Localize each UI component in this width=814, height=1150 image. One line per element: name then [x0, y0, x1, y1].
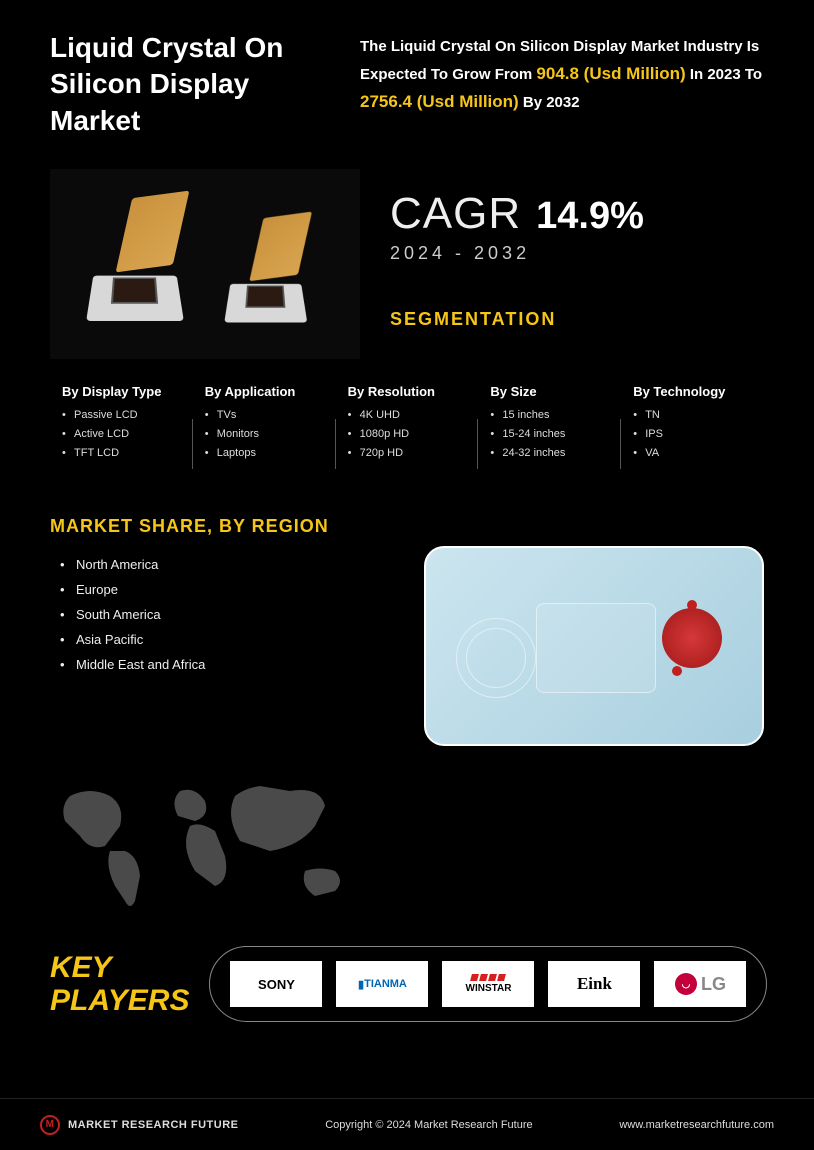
segment-title: By Technology [633, 384, 752, 399]
region-heading: MARKET SHARE, BY REGION [50, 516, 394, 537]
segment-title: By Display Type [62, 384, 181, 399]
logo-sony: SONY [230, 961, 322, 1007]
key-label-top: KEY [50, 951, 189, 984]
segment-list: TN IPS VA [633, 409, 752, 459]
logo-text: TIANMA [364, 978, 407, 990]
logo-eink: Eink [548, 961, 640, 1007]
page-title: Liquid Crystal On Silicon Display Market [50, 30, 330, 139]
logo-lg: ◡ LG [654, 961, 746, 1007]
world-map-icon [50, 766, 370, 926]
segment-item: 15-24 inches [490, 428, 609, 440]
footer-brand: M MARKET RESEARCH FUTURE [40, 1115, 239, 1135]
logo-text: Eink [577, 974, 612, 994]
segment-title: By Resolution [348, 384, 467, 399]
footer: M MARKET RESEARCH FUTURE Copyright © 202… [0, 1098, 814, 1150]
summary-mid: In 2023 To [690, 66, 762, 83]
segment-item: 4K UHD [348, 409, 467, 421]
key-players-row: KEY PLAYERS SONY ▮TIANMA WINSTAR Eink ◡ … [0, 936, 814, 1032]
segment-item: TN [633, 409, 752, 421]
region-left: MARKET SHARE, BY REGION North America Eu… [50, 516, 394, 746]
segment-col-display-type: By Display Type Passive LCD Active LCD T… [50, 384, 193, 466]
segment-item: TFT LCD [62, 447, 181, 459]
cagr-value: 14.9% [536, 195, 644, 238]
segment-title: By Application [205, 384, 324, 399]
region-item: North America [60, 557, 394, 572]
segmentation-heading: SEGMENTATION [390, 309, 764, 330]
segment-item: 15 inches [490, 409, 609, 421]
segment-list: TVs Monitors Laptops [205, 409, 324, 459]
tech-illustration [424, 546, 764, 746]
segment-list: Passive LCD Active LCD TFT LCD [62, 409, 181, 459]
cagr-line: CAGR 14.9% [390, 189, 764, 239]
segment-item: Monitors [205, 428, 324, 440]
logo-winstar: WINSTAR [442, 961, 534, 1007]
summary-value-1: 904.8 (Usd Million) [536, 64, 685, 83]
segment-col-technology: By Technology TN IPS VA [621, 384, 764, 466]
segment-col-resolution: By Resolution 4K UHD 1080p HD 720p HD [336, 384, 479, 466]
summary-post: By 2032 [523, 94, 580, 111]
summary-text: The Liquid Crystal On Silicon Display Ma… [360, 34, 764, 117]
segment-item: VA [633, 447, 752, 459]
segment-item: Laptops [205, 447, 324, 459]
footer-brand-text: MARKET RESEARCH FUTURE [68, 1119, 239, 1131]
region-item: Europe [60, 582, 394, 597]
logo-text: WINSTAR [466, 983, 512, 994]
cagr-label: CAGR [390, 189, 521, 239]
logo-tianma: ▮TIANMA [336, 961, 428, 1007]
cagr-block: CAGR 14.9% 2024 - 2032 SEGMENTATION [390, 169, 764, 330]
logo-text: LG [701, 974, 726, 995]
segment-col-size: By Size 15 inches 15-24 inches 24-32 inc… [478, 384, 621, 466]
segment-item: 720p HD [348, 447, 467, 459]
summary-block: The Liquid Crystal On Silicon Display Ma… [360, 30, 764, 139]
region-item: South America [60, 607, 394, 622]
footer-url: www.marketresearchfuture.com [619, 1119, 774, 1131]
segment-item: 1080p HD [348, 428, 467, 440]
region-item: Asia Pacific [60, 632, 394, 647]
chip-illustration-2 [219, 215, 321, 334]
segmentation-row: By Display Type Passive LCD Active LCD T… [0, 369, 814, 476]
segment-list: 4K UHD 1080p HD 720p HD [348, 409, 467, 459]
segment-col-application: By Application TVs Monitors Laptops [193, 384, 336, 466]
region-row: MARKET SHARE, BY REGION North America Eu… [0, 476, 814, 756]
chip-illustration-1 [80, 194, 200, 334]
region-list: North America Europe South America Asia … [50, 557, 394, 672]
title-block: Liquid Crystal On Silicon Display Market [50, 30, 330, 139]
segment-item: Passive LCD [62, 409, 181, 421]
mid-row: CAGR 14.9% 2024 - 2032 SEGMENTATION [0, 149, 814, 369]
segment-item: IPS [633, 428, 752, 440]
key-label-bottom: PLAYERS [50, 984, 189, 1017]
segment-title: By Size [490, 384, 609, 399]
segment-item: 24-32 inches [490, 447, 609, 459]
world-map [0, 766, 814, 931]
logo-text: SONY [258, 977, 295, 992]
lg-circle-icon: ◡ [675, 973, 697, 995]
segment-item: TVs [205, 409, 324, 421]
footer-logo-icon: M [40, 1115, 60, 1135]
footer-copyright: Copyright © 2024 Market Research Future [325, 1119, 532, 1131]
segment-item: Active LCD [62, 428, 181, 440]
product-image [50, 169, 360, 359]
virus-icon [662, 608, 722, 668]
region-item: Middle East and Africa [60, 657, 394, 672]
segment-list: 15 inches 15-24 inches 24-32 inches [490, 409, 609, 459]
cagr-years: 2024 - 2032 [390, 243, 764, 264]
header-row: Liquid Crystal On Silicon Display Market… [0, 0, 814, 149]
players-box: SONY ▮TIANMA WINSTAR Eink ◡ LG [209, 946, 767, 1022]
key-players-label: KEY PLAYERS [50, 951, 189, 1017]
summary-value-2: 2756.4 (Usd Million) [360, 92, 519, 111]
